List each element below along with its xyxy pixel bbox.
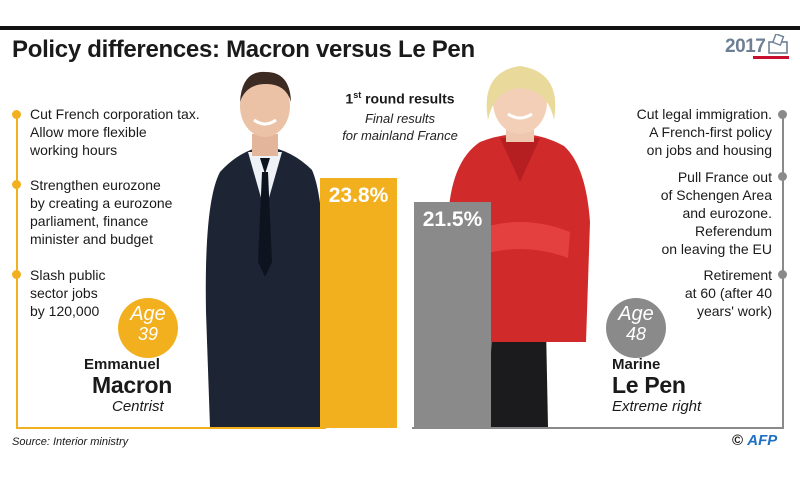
lepen-policy-dot: [778, 110, 787, 119]
policy-line: Cut French corporation tax.: [30, 106, 200, 122]
macron-first-name: Emmanuel: [84, 356, 160, 373]
agency-logo: AFP: [747, 432, 778, 449]
macron-policy-3: Slash public sector jobs by 120,000: [30, 266, 230, 320]
round-results-title: 1st round results: [305, 90, 495, 107]
policy-line: Pull France out: [677, 169, 772, 185]
agency-credit: © AFP: [732, 432, 777, 449]
lepen-last-name: Le Pen: [612, 372, 686, 398]
age-value: 48: [625, 324, 647, 344]
policy-line: Cut legal immigration.: [636, 106, 772, 122]
policy-line: at 60 (after 40: [684, 285, 772, 301]
policy-line: Allow more flexible: [30, 124, 147, 140]
round-title-ordinal: st: [353, 90, 362, 100]
lepen-baseline: [412, 427, 784, 429]
policy-line: A French-first policy: [649, 124, 772, 140]
ballot-box-icon: [768, 34, 788, 54]
macron-policy-dot: [12, 110, 21, 119]
policy-line: Referendum: [694, 223, 772, 239]
year-logo: 2017: [725, 34, 791, 60]
policy-line: Slash public: [30, 267, 106, 283]
macron-policy-2: Strengthen eurozone by creating a eurozo…: [30, 176, 230, 248]
lepen-policy-2: Pull France out of Schengen Area and eur…: [582, 168, 772, 258]
policy-line: by 120,000: [30, 303, 100, 319]
age-label: Age: [130, 303, 166, 325]
macron-age-badge: Age 39: [118, 298, 178, 358]
round-subtitle-line-1: Final results: [364, 111, 436, 126]
lepen-party: Extreme right: [612, 398, 702, 415]
policy-line: on leaving the EU: [661, 241, 772, 257]
macron-photo: [200, 62, 330, 427]
year-underline: [753, 56, 789, 59]
lepen-policy-dot: [778, 270, 787, 279]
policy-line: Retirement: [703, 267, 772, 283]
bar-label-macron: 23.8%: [328, 184, 389, 207]
round-title-number: 1: [345, 90, 354, 107]
macron-policy-dot: [12, 180, 21, 189]
age-label: Age: [618, 303, 654, 325]
copyright-symbol: ©: [732, 432, 744, 449]
bar-label-lepen: 21.5%: [422, 208, 483, 232]
lepen-policy-3: Retirement at 60 (after 40 years' work): [582, 266, 772, 320]
policy-line: years' work): [696, 303, 772, 319]
top-rule: [0, 26, 800, 30]
lepen-policy-dot: [778, 172, 787, 181]
round-subtitle-line-2: for mainland France: [342, 128, 458, 143]
policy-line: sector jobs: [30, 285, 98, 301]
bar-lepen: [414, 202, 491, 428]
policy-line: Strengthen eurozone: [30, 177, 161, 193]
age-value: 39: [137, 324, 159, 344]
policy-line: and eurozone.: [682, 205, 772, 221]
macron-last-name: Macron: [92, 372, 172, 398]
macron-policy-dot: [12, 270, 21, 279]
policy-line: by creating a eurozone: [30, 195, 173, 211]
year-text: 2017: [725, 36, 766, 57]
bar-macron: [320, 178, 397, 428]
macron-party: Centrist: [112, 398, 164, 415]
policy-line: parliament, finance: [30, 213, 149, 229]
policy-line: working hours: [30, 142, 118, 158]
lepen-policy-1: Cut legal immigration. A French-first po…: [582, 105, 772, 159]
policy-line: on jobs and housing: [646, 142, 772, 158]
source-note: Source: Interior ministry: [12, 436, 129, 448]
policy-line: of Schengen Area: [660, 187, 772, 203]
lepen-age-badge: Age 48: [606, 298, 666, 358]
lepen-first-name: Marine: [612, 356, 661, 373]
round-results-subtitle: Final results for mainland France: [305, 110, 495, 144]
headline: Policy differences: Macron versus Le Pen: [12, 36, 475, 63]
round-title-text: round results: [361, 90, 455, 107]
policy-line: minister and budget: [30, 231, 153, 247]
macron-baseline: [16, 427, 326, 429]
macron-policy-1: Cut French corporation tax. Allow more f…: [30, 105, 230, 159]
